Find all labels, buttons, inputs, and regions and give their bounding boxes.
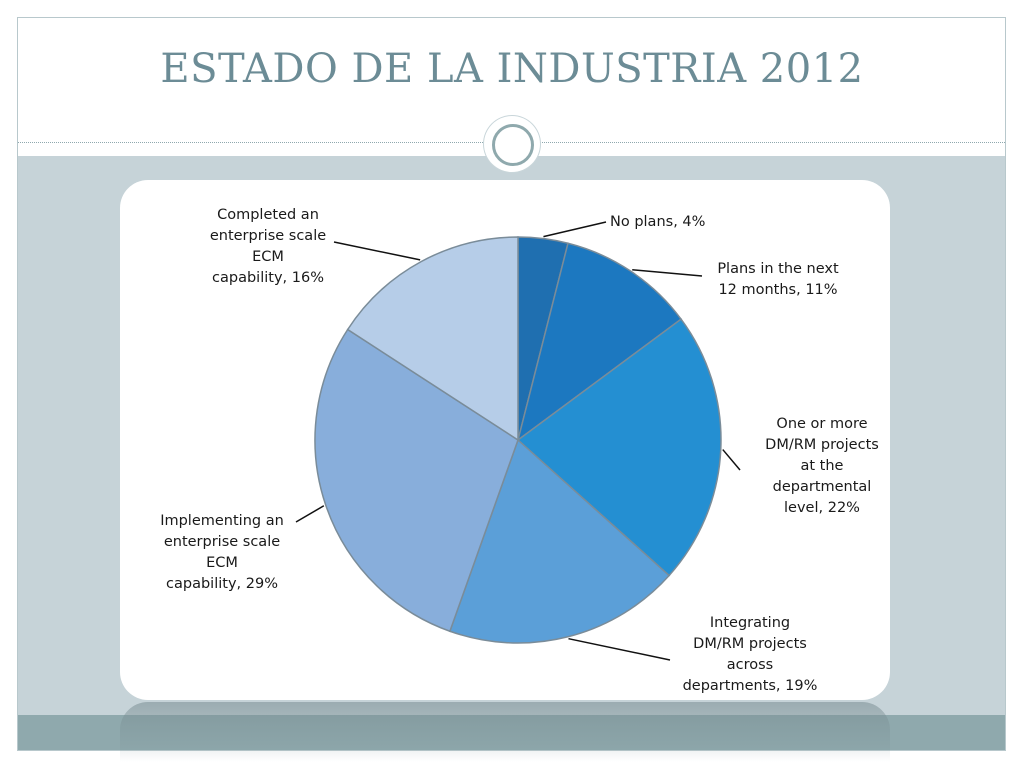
chart-reflection <box>120 702 890 762</box>
slide-title: ESTADO DE LA INDUSTRIA 2012 <box>160 46 864 92</box>
leader-line <box>722 449 741 471</box>
slice-label: Plans in the next 12 months, 11% <box>717 261 839 298</box>
slice-label: No plans, 4% <box>610 214 705 230</box>
slice-label: Implementing an enterprise scale ECM capabi… <box>160 513 284 592</box>
slice-label: Integrating DM/RM projects across departmen… <box>683 615 818 694</box>
pie-slice <box>314 328 519 633</box>
pie-slice <box>516 242 683 442</box>
pie-slice <box>448 438 671 644</box>
leader-line <box>295 505 325 523</box>
slice-label: Completed an enterprise scale ECM capabilit… <box>210 207 326 286</box>
leader-line <box>568 637 671 661</box>
slice-label: One or more DM/RM projects at the departmen… <box>765 416 879 516</box>
leader-line <box>333 241 421 261</box>
leader-line <box>543 221 607 238</box>
circle-ornament-icon <box>484 116 540 172</box>
pie-slice <box>516 318 722 577</box>
pie-slice <box>346 236 519 442</box>
leader-line <box>632 269 703 277</box>
